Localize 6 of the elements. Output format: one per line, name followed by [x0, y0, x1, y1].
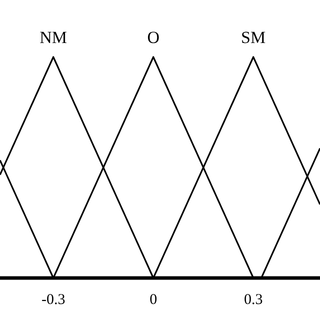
series-label: O [147, 28, 160, 47]
x-tick-label: 0 [150, 292, 158, 308]
x-tick-label: -0.3 [41, 292, 66, 308]
series-label: NM [40, 28, 68, 47]
x-tick-label: 0.3 [244, 292, 263, 308]
series-label: SM [241, 28, 266, 47]
